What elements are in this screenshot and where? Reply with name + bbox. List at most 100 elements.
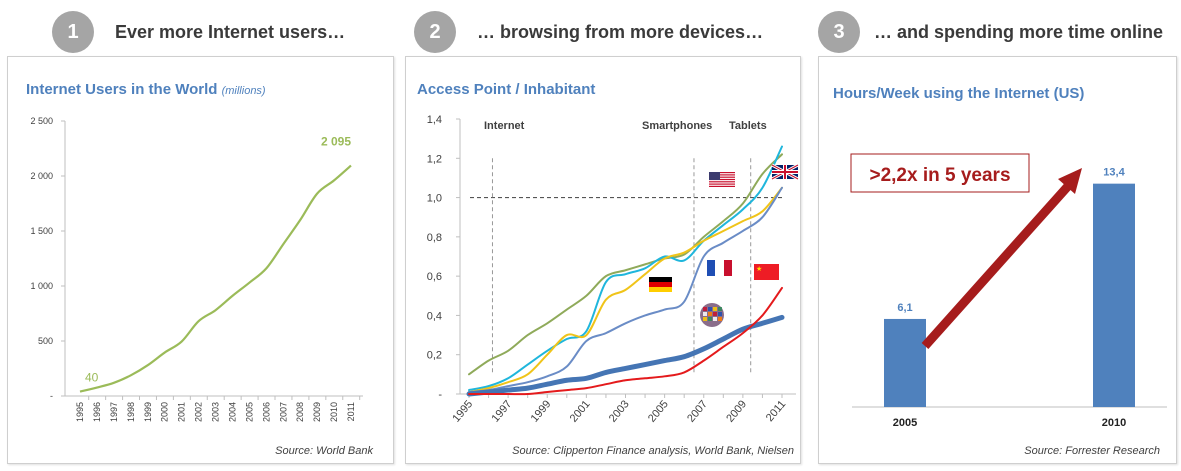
y-tick-label: -: [438, 389, 442, 401]
flag-stripe: [709, 183, 735, 185]
x-tick-label: 2009: [312, 402, 322, 422]
x-category-label: 2010: [1102, 417, 1126, 429]
chart-source: Source: Clipperton Finance analysis, Wor…: [512, 445, 794, 457]
x-tick-label: 2008: [295, 402, 305, 422]
x-tick-label: 1998: [126, 402, 136, 422]
flag-band: [649, 277, 672, 282]
fr-flag-icon: [707, 260, 732, 276]
globe-patch: [718, 312, 722, 316]
flag-stripe: [709, 181, 735, 183]
y-tick-label: 2 500: [30, 116, 53, 126]
bar-2010: [1093, 183, 1135, 407]
growth-arrow-head: [1058, 168, 1082, 194]
y-tick-label: 0,8: [427, 232, 442, 244]
flag-canton: [709, 172, 720, 180]
globe-patch: [718, 307, 722, 311]
chart-title-unit: (millions): [221, 85, 266, 97]
x-tick-label: 2005: [244, 402, 254, 422]
y-tick-label: 1,4: [427, 114, 442, 126]
chart-source: Source: World Bank: [275, 445, 373, 457]
flag-star: ★: [756, 265, 762, 273]
flag-band: [707, 260, 715, 276]
section-header-3: 3 … and spending more time online: [818, 10, 1163, 54]
series-line-internet-users: [79, 164, 352, 393]
reference-line-label: Smartphones: [642, 120, 712, 132]
y-tick-label: -: [50, 391, 53, 401]
x-tick-label: 2010: [329, 402, 339, 422]
globe-patch: [703, 312, 707, 316]
x-tick-label: 2009: [724, 398, 749, 424]
x-tick-label: 1996: [92, 402, 102, 422]
y-tick-label: 2 000: [30, 171, 53, 181]
growth-arrow-shaft: [921, 182, 1073, 349]
section-header-2: 2 … browsing from more devices…: [414, 10, 763, 54]
us-flag-icon: [709, 172, 735, 187]
internet-users-panel: Internet Users in the World (millions) -…: [7, 56, 394, 464]
x-tick-label: 2011: [346, 402, 356, 421]
series-line-united-kingdom: [468, 153, 783, 376]
reference-line-label: Tablets: [729, 120, 767, 132]
chart-source: Source: Forrester Research: [1024, 445, 1160, 457]
flag-band: [724, 260, 732, 276]
x-tick-label: 1995: [450, 398, 475, 424]
world-flag-icon: [700, 303, 724, 327]
x-tick-label: 2002: [194, 402, 204, 422]
flag-band: [649, 282, 672, 287]
bar-value-label: 13,4: [1103, 167, 1125, 179]
x-tick-label: 1999: [143, 402, 153, 422]
x-tick-label: 2001: [568, 398, 593, 424]
bar-value-label: 6,1: [897, 302, 912, 314]
flag-stripe: [709, 172, 735, 174]
section-title: … browsing from more devices…: [477, 21, 764, 42]
section-title: … and spending more time online: [874, 21, 1164, 42]
data-label: 40: [85, 371, 99, 385]
x-tick-label: 1995: [75, 402, 85, 422]
hours-week-chart: 6,1 2005 13,4 2010 >2,2x in 5 years: [850, 153, 1167, 429]
y-tick-label: 0,2: [427, 350, 442, 362]
flag-stripe: [709, 174, 735, 176]
globe-patch: [703, 317, 707, 321]
y-tick-label: 0,4: [427, 310, 442, 322]
section-number-badge: 3: [818, 11, 860, 53]
x-tick-label: 2003: [607, 398, 632, 424]
reference-line-label: Internet: [484, 120, 525, 132]
access-point-chart: - 0,2 0,4 0,6 0,8 1,0 1,2 1,4 1995 1997 1999 2001 20…: [427, 114, 799, 425]
annotation-text: >2,2x in 5 years: [869, 165, 1010, 186]
access-point-panel: Access Point / Inhabitant - 0,2 0,4 0,6 0,8 1…: [405, 56, 801, 464]
y-tick-label: 1 000: [30, 281, 53, 291]
x-tick-label: 2003: [211, 402, 221, 422]
globe-patch: [708, 317, 712, 321]
section-header-1: 1 Ever more Internet users…: [52, 10, 345, 54]
chart-title: Internet Users in the World (millions): [26, 81, 266, 98]
globe-patch: [713, 312, 717, 316]
x-tick-label: 2001: [177, 402, 187, 422]
data-label: 2 095: [321, 135, 351, 149]
x-tick-label: 2007: [685, 398, 710, 424]
x-tick-label: 1997: [109, 402, 119, 422]
x-category-label: 2005: [893, 417, 917, 429]
chart-title: Hours/Week using the Internet (US): [833, 85, 1085, 102]
globe-patch: [718, 317, 722, 321]
flag-band: [649, 287, 672, 292]
flag-stripe: [709, 185, 735, 187]
flag-stripe: [709, 178, 735, 181]
x-tick-label: 2005: [646, 398, 671, 424]
series-line-world: [466, 314, 785, 397]
y-tick-label: 1,0: [427, 193, 442, 205]
annotation-box: [850, 153, 1030, 193]
x-tick-label: 2000: [160, 402, 170, 422]
cn-flag-icon: ★: [754, 264, 779, 280]
x-tick-label: 2007: [278, 402, 288, 422]
y-tick-label: 1 500: [30, 226, 53, 236]
y-tick-label: 0,6: [427, 271, 442, 283]
bar-2005: [884, 318, 926, 407]
section-number-badge: 1: [52, 11, 94, 53]
x-tick-label: 1999: [529, 398, 554, 424]
internet-users-chart: - 500 1 000 1 500 2 000 2 500 1995 1996 1997 1998…: [30, 116, 363, 422]
section-title: Ever more Internet users…: [115, 21, 346, 42]
x-tick-label: 2004: [227, 402, 237, 422]
flag-cross-red: [772, 165, 798, 179]
y-tick-label: 1,2: [427, 153, 442, 165]
flag-band: [715, 260, 724, 276]
section-number-badge: 2: [414, 11, 456, 53]
